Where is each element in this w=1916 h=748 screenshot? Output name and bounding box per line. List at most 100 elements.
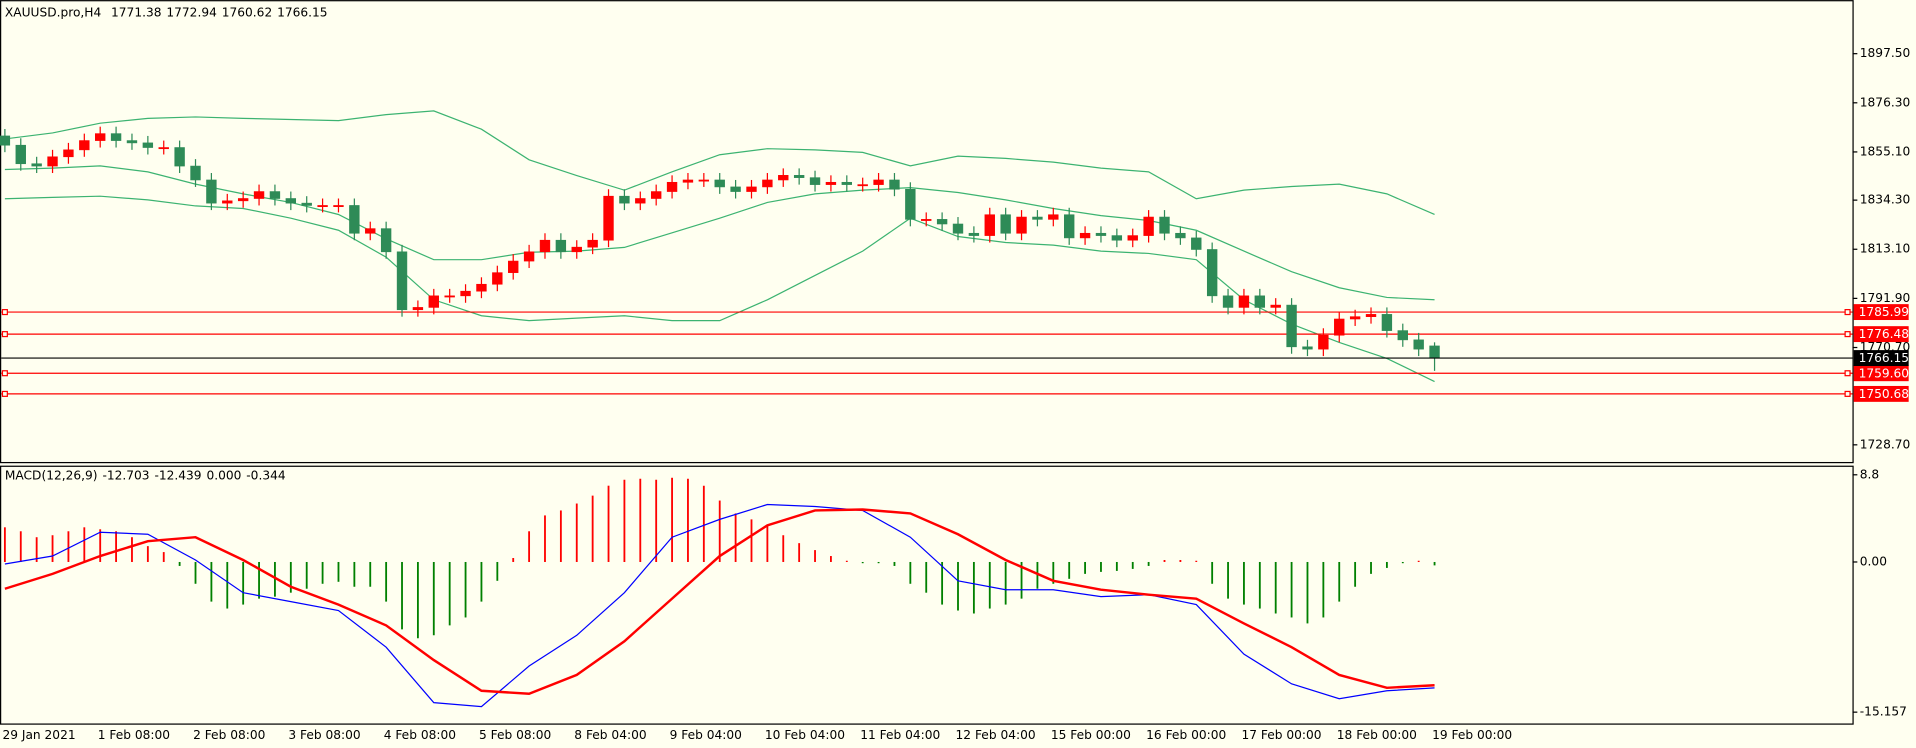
x-tick-label: 8 Feb 04:00 [574, 728, 646, 742]
candle-body [126, 140, 138, 144]
candle-body [873, 179, 884, 185]
x-tick-label: 5 Feb 08:00 [479, 728, 551, 742]
candle-body [635, 198, 646, 204]
candle-body [428, 295, 439, 308]
candle-body [444, 295, 455, 298]
y-tick-label: 1834.30 [1860, 193, 1910, 207]
candle-body [47, 156, 58, 167]
macd-value: 0.000 [206, 468, 241, 482]
macd-title: MACD(12,26,9) [5, 468, 98, 482]
candle-body [95, 133, 106, 141]
candle-body [174, 147, 185, 167]
x-tick-label: 4 Feb 08:00 [384, 728, 456, 742]
macd-header: MACD(12,26,9) -12.703 -12.439 0.000 -0.344 [5, 468, 286, 482]
candle-body [1270, 304, 1281, 308]
candle-body [1191, 237, 1202, 250]
candle-body [396, 251, 408, 311]
candle-body [190, 165, 201, 181]
x-tick-label: 1 Feb 08:00 [98, 728, 170, 742]
y-tick-label: 0.00 [1860, 554, 1887, 568]
y-tick-label: 1791.90 [1860, 291, 1910, 305]
x-tick-label: 9 Feb 04:00 [670, 728, 742, 742]
candle-body [1286, 304, 1297, 348]
y-tick-label: 1813.10 [1860, 242, 1910, 256]
candle-body [682, 179, 694, 183]
ohlc-value: 1766.15 [277, 5, 327, 19]
candle-body [793, 175, 805, 178]
candle-body [1032, 216, 1043, 220]
level-anchor [1, 390, 8, 397]
candle-body [968, 232, 980, 236]
candle-body [142, 142, 154, 148]
candle-body [237, 198, 249, 202]
candle-body [1175, 232, 1186, 239]
candle-body [952, 223, 964, 234]
candle-body [1302, 346, 1313, 350]
last-price-label: 1766.15 [1859, 351, 1909, 365]
level-label-bg [1853, 365, 1909, 382]
candle-body [936, 219, 948, 225]
level-label-bg [1853, 385, 1909, 402]
chart-layer: 1897.50 1876.30 1855.10 1834.30 1813.10 1791.… [0, 5, 1910, 742]
candle-body [349, 205, 360, 234]
ohlc-value: 1772.94 [166, 5, 217, 19]
ohlc-value: 1771.38 [111, 5, 161, 19]
candle-body [1429, 345, 1440, 359]
x-tick-label: 19 Feb 00:00 [1432, 728, 1512, 742]
candle-body [412, 307, 424, 311]
candle-body [1238, 295, 1250, 308]
candle-body [1048, 214, 1059, 220]
bollinger-band [4, 195, 1435, 383]
candle-body [492, 272, 503, 285]
level-anchor [1844, 331, 1851, 338]
candle-body [1111, 235, 1123, 241]
candle-body [1381, 314, 1393, 331]
candle-body [539, 239, 551, 253]
y-tick-label: 1876.30 [1860, 95, 1910, 109]
candle-body [79, 140, 90, 151]
level-label: 1750.68 [1859, 387, 1909, 401]
candle-body [746, 186, 757, 192]
candle-body [1159, 216, 1170, 234]
x-tick-label: 17 Feb 00:00 [1241, 728, 1321, 742]
level-label-bg [1853, 304, 1909, 321]
candle-body [365, 228, 376, 234]
x-tick-label: 29 Jan 2021 [2, 728, 75, 742]
candle-body [15, 144, 26, 165]
candle-body [1143, 216, 1154, 236]
candle-body [714, 179, 725, 188]
macd-value: -0.344 [246, 468, 286, 482]
level-label: 1759.60 [1859, 366, 1909, 380]
candle-body [317, 205, 328, 207]
symbol-title: XAUUSD.pro,H4 [5, 5, 102, 19]
candle-body [778, 175, 789, 181]
x-tick-label: 2 Feb 08:00 [193, 728, 265, 742]
y-tick-label: -15.157 [1860, 705, 1907, 719]
candle-body [1334, 318, 1345, 336]
candle-body [253, 191, 265, 199]
symbol-header: XAUUSD.pro,H4 1771.38 1772.94 1760.62 1766.1… [5, 5, 328, 19]
candle-body [380, 228, 392, 253]
candle-body [571, 246, 582, 253]
candle-body [206, 179, 217, 204]
candle-body [1397, 330, 1408, 341]
ohlc-value: 1760.62 [222, 5, 272, 19]
candle-body [1318, 334, 1329, 350]
candle-body [841, 181, 852, 185]
y-tick-label: 1728.70 [1860, 437, 1910, 451]
macd-line [4, 503, 1435, 708]
candle-body [666, 181, 678, 192]
candle-body [1349, 316, 1361, 320]
x-tick-label: 15 Feb 00:00 [1051, 728, 1131, 742]
candle-body [1365, 314, 1377, 317]
candle-body [31, 163, 42, 167]
level-anchor [1844, 309, 1851, 316]
candle-body [1079, 232, 1091, 239]
x-tick-label: 12 Feb 04:00 [956, 728, 1036, 742]
candle-body [603, 195, 614, 241]
candle-body [809, 177, 821, 185]
level-label: 1785.99 [1859, 305, 1909, 319]
x-tick-label: 3 Feb 08:00 [288, 728, 360, 742]
